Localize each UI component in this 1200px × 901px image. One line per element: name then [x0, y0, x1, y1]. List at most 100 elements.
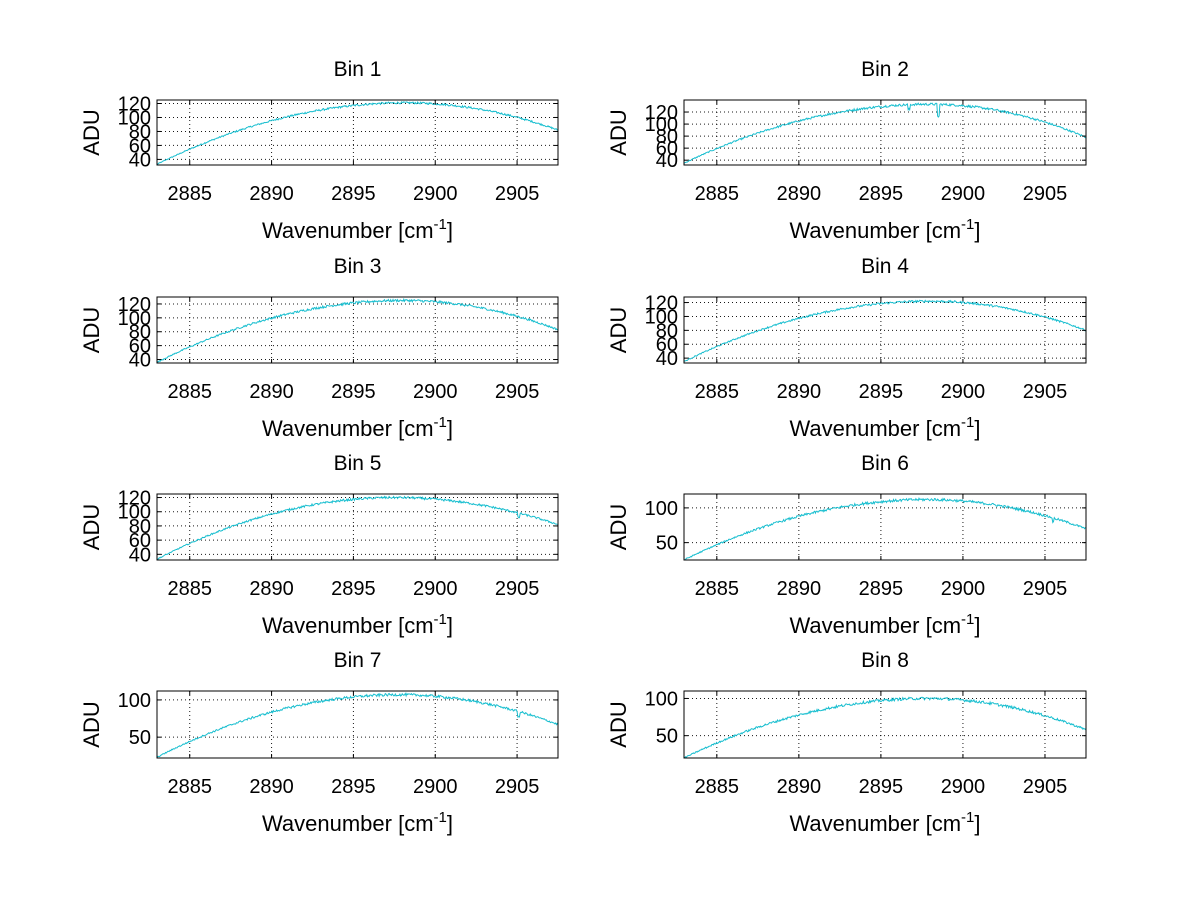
y-tick-label: 40: [129, 544, 151, 566]
x-tick-label: 2885: [167, 578, 212, 600]
y-tick-label: 50: [656, 533, 678, 555]
x-tick-label: 2895: [331, 381, 376, 403]
y-tick-label: 40: [129, 350, 151, 372]
x-tick-label: 2890: [249, 578, 294, 600]
y-axis-label: ADU: [606, 109, 631, 155]
y-tick-label: 100: [645, 114, 678, 136]
x-tick-label: 2890: [777, 578, 822, 600]
x-tick-label: 2905: [495, 776, 540, 798]
series-line: [683, 299, 1087, 363]
x-tick-label: 2905: [1023, 183, 1068, 205]
x-axis-label: Wavenumber [cm-1]: [789, 414, 980, 441]
series-line: [683, 696, 1087, 759]
x-tick-label: 2885: [167, 183, 212, 205]
y-tick-label: 60: [129, 135, 151, 157]
x-tick-label: 2905: [495, 578, 540, 600]
subplot-bin-6: Bin 6 2885 2890 2895 2900 2905 50 100 Wavenumber…: [606, 452, 1087, 638]
x-tick-label: 2895: [859, 776, 904, 798]
y-tick-label: 40: [129, 149, 151, 171]
x-tick-label: 2890: [777, 183, 822, 205]
y-tick-label: 100: [118, 502, 151, 524]
y-tick-label: 100: [645, 688, 678, 710]
subplot-bin-8: Bin 8 2885 2890 2895 2900 2905 50 100 Wavenumber…: [606, 649, 1087, 836]
axes-frame: [683, 493, 1087, 561]
subplot-title: Bin 4: [861, 255, 909, 278]
x-tick-label: 2900: [941, 578, 986, 600]
x-axis-label: Wavenumber [cm-1]: [789, 611, 980, 638]
x-tick-label: 2885: [167, 776, 212, 798]
x-tick-label: 2890: [249, 776, 294, 798]
subplot-title: Bin 7: [334, 649, 382, 672]
y-tick-label: 50: [656, 726, 678, 748]
x-axis-label: Wavenumber [cm-1]: [789, 216, 980, 243]
subplot-title: Bin 5: [334, 452, 382, 475]
x-tick-label: 2905: [1023, 381, 1068, 403]
y-tick-label: 120: [118, 294, 151, 316]
x-tick-label: 2900: [413, 183, 458, 205]
series-line: [157, 495, 559, 560]
x-tick-label: 2900: [413, 578, 458, 600]
x-tick-label: 2900: [941, 776, 986, 798]
x-axis-label: Wavenumber [cm-1]: [789, 809, 980, 836]
y-tick-label: 120: [118, 93, 151, 115]
subplot-title: Bin 3: [334, 255, 382, 278]
x-tick-label: 2885: [695, 183, 740, 205]
x-tick-label: 2905: [495, 183, 540, 205]
subplot-title: Bin 6: [861, 452, 909, 475]
x-tick-label: 2895: [859, 578, 904, 600]
y-tick-label: 60: [129, 530, 151, 552]
y-axis-label: ADU: [79, 504, 104, 550]
y-tick-label: 60: [129, 336, 151, 358]
x-axis-label: Wavenumber [cm-1]: [262, 414, 453, 441]
y-tick-label: 80: [656, 320, 678, 342]
y-axis-label: ADU: [79, 701, 104, 747]
axes-frame: [683, 99, 1087, 166]
series-line: [156, 692, 559, 758]
series-line: [156, 100, 559, 165]
y-axis-label: ADU: [79, 307, 104, 353]
series-line: [683, 497, 1087, 561]
axes-frame: [156, 690, 559, 759]
subplot-title: Bin 2: [861, 58, 909, 81]
x-tick-label: 2900: [413, 381, 458, 403]
y-tick-label: 120: [645, 293, 678, 315]
y-tick-label: 80: [129, 516, 151, 538]
x-tick-label: 2895: [331, 578, 376, 600]
y-axis-label: ADU: [79, 109, 104, 155]
x-tick-label: 2890: [249, 183, 294, 205]
x-tick-label: 2895: [859, 183, 904, 205]
x-tick-label: 2895: [331, 776, 376, 798]
subplot-bin-7: Bin 7 2885 2890 2895 2900 2905 50 100 Wavenumber…: [79, 649, 559, 836]
y-tick-label: 100: [645, 498, 678, 520]
y-tick-label: 40: [656, 348, 678, 370]
x-tick-label: 2885: [695, 381, 740, 403]
x-tick-label: 2890: [777, 381, 822, 403]
axes-frame: [683, 690, 1087, 759]
x-axis-label: Wavenumber [cm-1]: [262, 216, 453, 243]
series-line: [156, 297, 559, 363]
y-tick-label: 50: [129, 727, 151, 749]
y-axis-label: ADU: [606, 307, 631, 353]
x-tick-label: 2905: [495, 381, 540, 403]
x-tick-label: 2900: [941, 183, 986, 205]
y-tick-label: 80: [129, 121, 151, 143]
x-tick-label: 2890: [777, 776, 822, 798]
x-axis-label: Wavenumber [cm-1]: [262, 809, 453, 836]
y-tick-label: 80: [656, 126, 678, 148]
x-tick-label: 2885: [167, 381, 212, 403]
x-tick-label: 2890: [249, 381, 294, 403]
x-axis-label: Wavenumber [cm-1]: [262, 611, 453, 638]
axes-frame: [156, 493, 559, 561]
y-tick-label: 100: [118, 107, 151, 129]
x-tick-label: 2895: [331, 183, 376, 205]
y-tick-label: 100: [645, 306, 678, 328]
axes-frame: [156, 99, 559, 166]
y-tick-label: 60: [656, 138, 678, 160]
y-tick-label: 80: [129, 322, 151, 344]
x-tick-label: 2900: [413, 776, 458, 798]
